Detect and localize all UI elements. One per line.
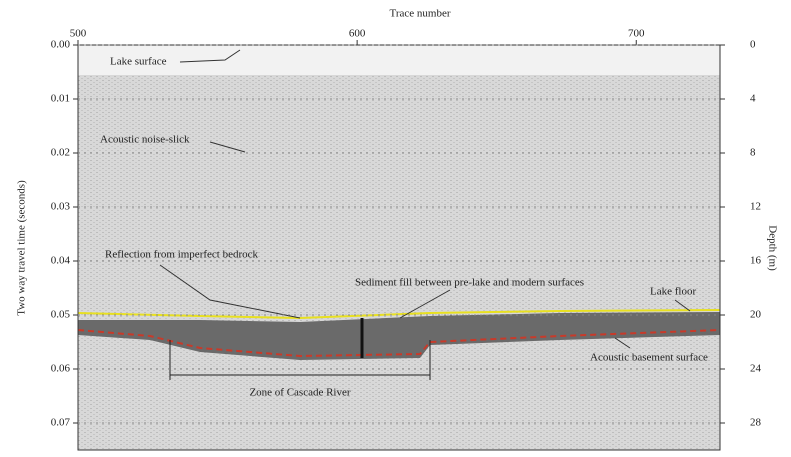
y-tick-label: 0.07 bbox=[51, 417, 71, 429]
annotation: Reflection from imperfect bedrock bbox=[105, 249, 259, 261]
x-tick-label: 700 bbox=[628, 28, 645, 40]
annotation: Zone of Cascade River bbox=[249, 387, 350, 399]
y2-tick-label: 12 bbox=[750, 201, 761, 213]
annotation: Lake floor bbox=[650, 286, 696, 298]
y2-tick-label: 28 bbox=[750, 417, 762, 429]
y2-tick-label: 20 bbox=[750, 309, 762, 321]
y2-tick-label: 24 bbox=[750, 363, 762, 375]
y-tick-label: 0.01 bbox=[51, 93, 70, 105]
y-tick-label: 0.05 bbox=[51, 309, 71, 321]
y2-tick-label: 0 bbox=[750, 39, 756, 51]
figure: Trace number Two way travel time (second… bbox=[0, 0, 791, 452]
y-tick-label: 0.06 bbox=[51, 363, 71, 375]
annotation: Acoustic noise-slick bbox=[100, 134, 190, 146]
y2-tick-label: 4 bbox=[750, 93, 756, 105]
y-tick-label: 0.04 bbox=[51, 255, 71, 267]
y-axis-title: Two way travel time (seconds) bbox=[16, 180, 28, 316]
y-tick-label: 0.00 bbox=[51, 39, 71, 51]
annotation: Sediment fill between pre-lake and moder… bbox=[355, 277, 584, 289]
y2-tick-label: 16 bbox=[750, 255, 762, 267]
seismic-image bbox=[78, 45, 720, 450]
x-axis-title: Trace number bbox=[390, 8, 451, 20]
annotation: Lake surface bbox=[110, 56, 167, 68]
y2-axis-title: Depth (m) bbox=[766, 225, 778, 271]
x-tick-label: 600 bbox=[349, 28, 366, 40]
x-tick-label: 500 bbox=[70, 28, 87, 40]
y2-tick-label: 8 bbox=[750, 147, 756, 159]
annotation: Acoustic basement surface bbox=[590, 352, 708, 364]
y-tick-label: 0.02 bbox=[51, 147, 70, 159]
y-tick-label: 0.03 bbox=[51, 201, 71, 213]
